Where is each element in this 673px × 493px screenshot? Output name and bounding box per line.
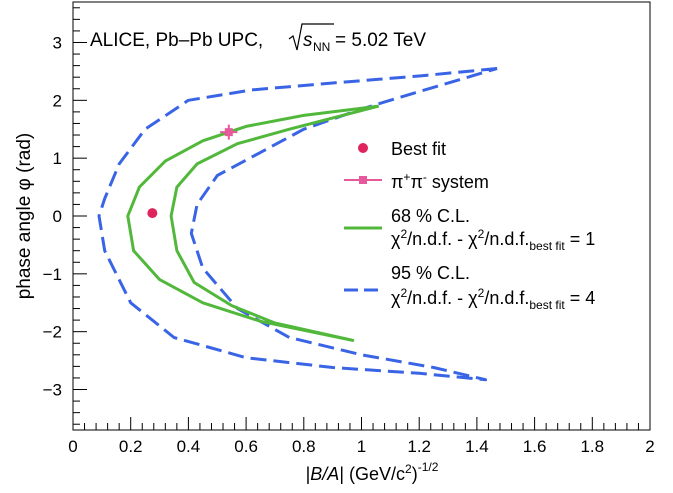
y-tick-label: 0 (53, 207, 62, 226)
cl68-contour (126, 104, 380, 342)
legend-cl68-title: 68 % C.L. (391, 206, 470, 226)
x-tick-label: 1 (357, 437, 366, 456)
x-tick-label: 2 (645, 437, 654, 456)
y-tick-label: 2 (53, 91, 62, 110)
x-tick-label: 1.6 (523, 437, 547, 456)
sqrt-symbol (288, 23, 334, 51)
x-axis-label: |B/A| (GeV/c2)-1/2 (306, 460, 439, 484)
x-tick-label: 0.2 (119, 437, 143, 456)
y-tick-label: −2 (43, 323, 62, 342)
legend-best-fit-label: Best fit (391, 139, 446, 159)
contour-layer (97, 67, 498, 382)
x-tick-label: 1.4 (465, 437, 489, 456)
x-tick-label: 1.2 (407, 437, 431, 456)
marker-layer (147, 124, 238, 219)
legend-best-fit-marker (358, 143, 368, 153)
energy-subscript: NN (313, 40, 330, 54)
y-tick-label: 3 (53, 33, 62, 52)
x-tick-label: 0.6 (234, 437, 258, 456)
best-fit-point (147, 208, 158, 219)
y-tick-label: −3 (43, 381, 62, 400)
y-axis-ticks: −3 −2 −1 0 1 2 3 (43, 7, 87, 425)
legend-cl95-condition: χ2/n.d.f. - χ2/n.d.f.best fit = 4 (391, 286, 595, 312)
energy-value: = 5.02 TeV (335, 30, 426, 51)
y-axis-label: phase angle φ (rad) (14, 133, 35, 300)
cl95-contour (97, 67, 498, 382)
legend-system-marker (359, 176, 367, 184)
experiment-label: ALICE, Pb–Pb UPC, (90, 30, 263, 51)
system-point (224, 128, 233, 137)
energy-sqrt-s: s (303, 30, 313, 51)
x-tick-label: 1.8 (580, 437, 604, 456)
x-tick-label: 0.4 (177, 437, 201, 456)
x-axis-ticks: 0 0.2 0.4 0.6 0.8 1 1.2 1.4 1.6 1.8 2 (68, 417, 655, 456)
y-tick-label: 1 (53, 149, 62, 168)
legend-cl68-condition: χ2/n.d.f. - χ2/n.d.f.best fit = 1 (391, 227, 595, 253)
legend-cl95-title: 95 % C.L. (391, 263, 470, 283)
x-tick-label: 0.8 (292, 437, 316, 456)
y-tick-label: −1 (43, 265, 62, 284)
x-tick-label: 0 (68, 437, 77, 456)
legend-system-label: π+π- system (391, 170, 489, 192)
